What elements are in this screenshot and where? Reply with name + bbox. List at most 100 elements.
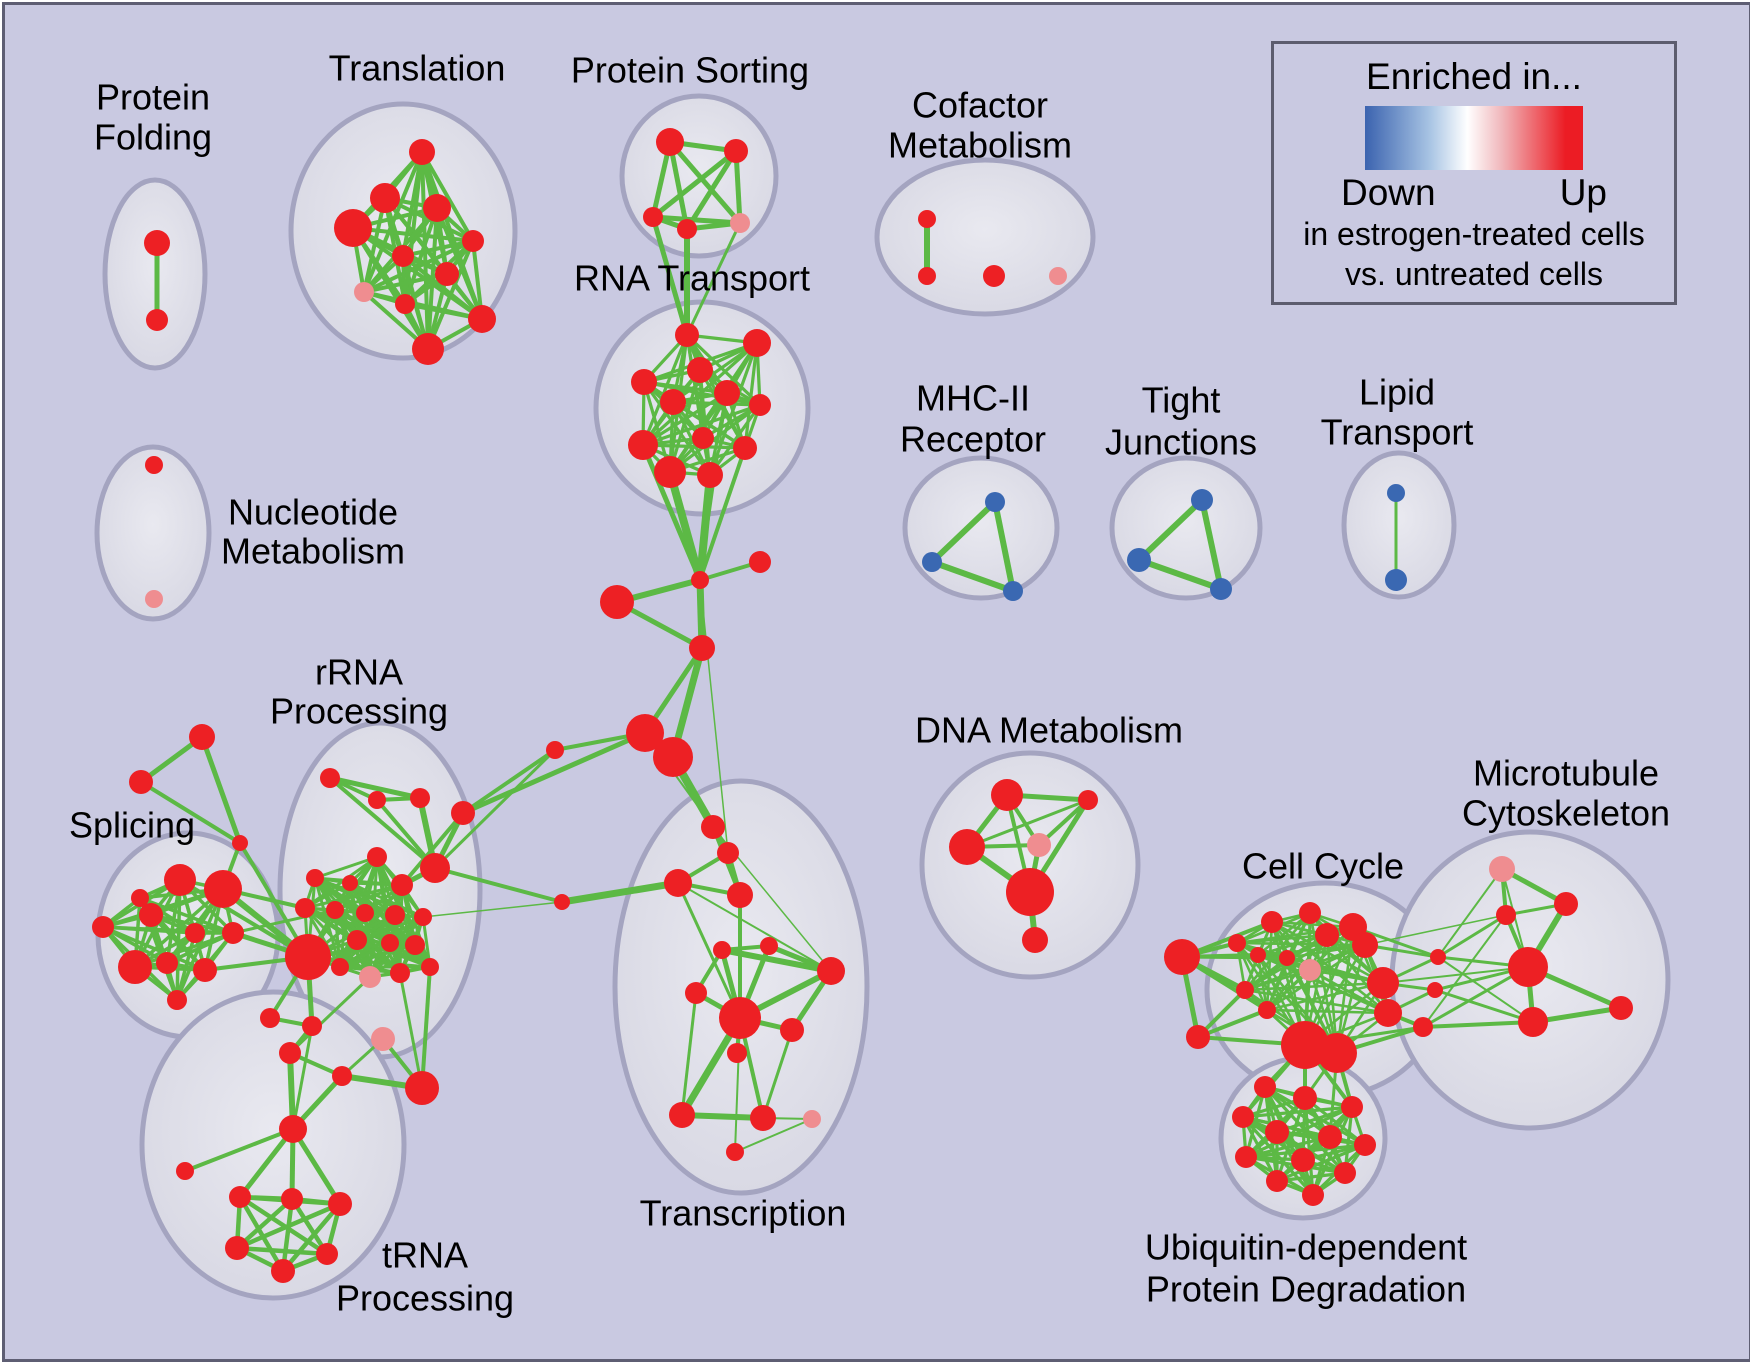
legend-down-label: Down [1341, 172, 1436, 213]
graph-edge [681, 1112, 764, 1121]
transcription-node-3 [727, 882, 753, 908]
dna_metabolism-node-4 [1006, 868, 1054, 916]
protein_folding-node-1 [146, 309, 168, 331]
ubiquitin-node-0 [1254, 1076, 1276, 1098]
graph-edge [363, 272, 448, 294]
graph-edge [420, 151, 475, 242]
tight_junctions-node-2 [1210, 578, 1232, 600]
legend-up-label: Up [1559, 172, 1607, 213]
graph-edge [288, 975, 372, 1055]
trna-node-2 [229, 1186, 251, 1208]
protein_folding-label: Folding [94, 117, 212, 158]
graph-edge [435, 207, 484, 320]
lipid_transport-node-1 [1385, 569, 1407, 591]
dna_metabolism-label: DNA Metabolism [915, 710, 1183, 751]
graph-edge [1422, 914, 1507, 1028]
transcription-node-6 [760, 937, 778, 955]
tight_junctions-label: Tight [1142, 380, 1221, 421]
rna_transport-node-9 [733, 436, 757, 460]
graph-edge [680, 992, 698, 1116]
rrna-node-9 [295, 898, 315, 918]
transcription-node-1 [717, 842, 739, 864]
graph-edge [1276, 1171, 1346, 1183]
rrna-node-5 [367, 847, 387, 867]
microtubule-node-8 [1413, 1017, 1433, 1037]
graph-edge [334, 883, 403, 912]
graph-edge [642, 381, 712, 476]
splicing-node-3 [92, 916, 114, 938]
ubiquitin-node-6 [1354, 1134, 1376, 1156]
rna_transport-node-1 [743, 329, 771, 357]
translation-node-3 [423, 194, 451, 222]
cofactor-label: Cofactor [912, 85, 1048, 126]
graph-edge [733, 150, 743, 224]
tight_junctions-node-1 [1127, 548, 1151, 572]
trna-node-1 [176, 1162, 194, 1180]
graph-edge [235, 1197, 294, 1250]
splicing-node-13 [232, 835, 248, 851]
graph-edge [561, 879, 679, 906]
microtubule-node-7 [1427, 982, 1443, 998]
graph-edge [461, 730, 647, 816]
rrna-node-19 [390, 963, 410, 983]
splicing-node-2 [139, 903, 163, 927]
ubiquitin-node-9 [1334, 1162, 1356, 1184]
cell_cycle-node-0 [1164, 939, 1200, 975]
cell_cycle-node-8 [1315, 923, 1339, 947]
rrna-node-24 [279, 1042, 301, 1064]
translation-node-7 [354, 282, 374, 302]
graph-edge [1257, 911, 1311, 957]
rrna-node-6 [306, 869, 324, 887]
graph-edge [1265, 921, 1274, 1011]
nodes-layer [92, 128, 1633, 1283]
graph-edge [1434, 988, 1534, 1024]
cell_cycle-node-1 [1186, 1025, 1210, 1049]
trna-label: Processing [336, 1278, 514, 1319]
graph-edge [1422, 965, 1529, 1029]
cell_cycle-node-10 [1352, 932, 1378, 958]
graph-edge [698, 447, 747, 581]
cell_cycle-node-13 [1281, 1021, 1329, 1069]
translation-node-8 [395, 294, 415, 314]
graph-edge [1245, 1135, 1331, 1159]
graph-edge [929, 499, 998, 565]
graph-edge [236, 1201, 341, 1251]
rna_transport-node-0 [675, 323, 699, 347]
graph-edge [303, 907, 342, 968]
cell_cycle-node-14 [1317, 1033, 1357, 1073]
graph-edge [1276, 1143, 1366, 1183]
cell_cycle-node-11 [1367, 967, 1399, 999]
translation-node-4 [462, 230, 484, 252]
rrna-node-27 [405, 1071, 439, 1105]
cell_cycle-node-4 [1228, 934, 1246, 952]
splicing-node-1 [204, 870, 242, 908]
trna-node-3 [281, 1188, 303, 1210]
rrna-label: rRNA [315, 652, 403, 693]
graph-edge [291, 1025, 314, 1130]
translation-node-2 [334, 209, 372, 247]
graph-edge [642, 403, 761, 447]
trna-node-6 [316, 1243, 338, 1265]
splicing-node-4 [118, 950, 152, 984]
transcription-node-4 [554, 894, 570, 910]
graph-edge [668, 140, 742, 225]
graph-edge [699, 579, 729, 854]
graph-edge [1311, 1106, 1354, 1196]
graph-edge [672, 400, 761, 407]
rrna-node-21 [359, 966, 381, 988]
microtubule-node-4 [1518, 1007, 1548, 1037]
rna_transport-node-6 [660, 389, 686, 415]
transcription-node-11 [727, 1043, 747, 1063]
ubiquitin-node-7 [1235, 1146, 1257, 1168]
graph-edge [651, 149, 738, 219]
cofactor-region [874, 157, 1096, 317]
graph-edge [329, 775, 421, 801]
graph-edge [677, 882, 832, 972]
cell_cycle-node-6 [1279, 950, 1295, 966]
central-node-4 [626, 714, 664, 752]
protein_folding-label: Protein [96, 77, 210, 118]
graph-edge [178, 878, 310, 959]
translation-node-9 [468, 305, 496, 333]
graph-edge [1364, 914, 1507, 946]
translation-node-1 [370, 183, 400, 213]
